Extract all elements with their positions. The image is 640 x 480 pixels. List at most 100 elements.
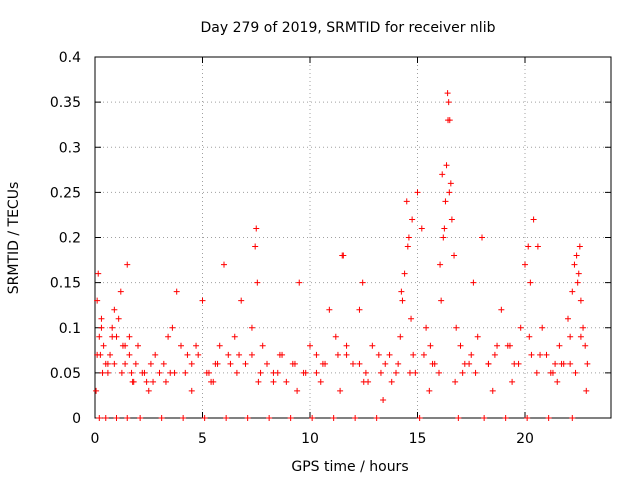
data-point [309, 415, 316, 421]
data-point [356, 360, 363, 367]
data-point [266, 415, 273, 421]
data-point [528, 351, 535, 358]
data-point [279, 351, 286, 358]
y-tick-label: 0.1 [59, 321, 81, 337]
data-point [441, 225, 448, 232]
data-point [326, 306, 333, 313]
data-point [124, 415, 131, 421]
data-point [294, 387, 301, 394]
data-point [509, 378, 516, 385]
data-point [577, 297, 584, 304]
data-point [537, 351, 544, 358]
data-point [350, 360, 356, 367]
data-point [99, 369, 106, 376]
data-point [210, 378, 217, 385]
data-point [388, 378, 395, 385]
data-point [257, 369, 264, 376]
data-point [582, 342, 589, 349]
data-point [274, 369, 281, 376]
data-point [429, 360, 436, 367]
chart-title: Day 279 of 2019, SRMTID for receiver nli… [201, 20, 496, 36]
data-point [94, 351, 101, 358]
data-point [573, 252, 580, 259]
y-tick-label: 0 [72, 411, 81, 427]
data-point [533, 369, 540, 376]
data-point [359, 279, 366, 286]
data-point [137, 415, 144, 421]
data-point [201, 415, 208, 421]
data-point [334, 351, 341, 358]
y-tick-label: 0.15 [50, 276, 81, 292]
data-point [291, 360, 298, 367]
data-point [474, 333, 481, 340]
data-point [530, 216, 537, 223]
data-point [221, 261, 227, 268]
data-point [549, 369, 556, 376]
y-tick-label: 0.4 [59, 50, 81, 66]
data-point [244, 415, 251, 421]
y-tick-label: 0.25 [50, 185, 81, 201]
data-point [404, 243, 411, 250]
data-point [178, 342, 184, 349]
data-point [405, 234, 412, 241]
y-tick-label: 0.05 [50, 366, 81, 382]
data-point [539, 324, 546, 331]
data-point [98, 315, 105, 322]
data-point [143, 378, 150, 385]
data-point [124, 261, 131, 268]
data-point [446, 189, 453, 196]
data-point [416, 415, 423, 421]
data-point [386, 351, 393, 358]
data-point [337, 387, 344, 394]
data-points [93, 90, 591, 421]
data-point [375, 351, 382, 358]
data-point [156, 369, 163, 376]
data-point [313, 351, 320, 358]
data-point [470, 279, 477, 286]
data-point [565, 315, 571, 322]
data-point [214, 360, 221, 367]
data-point [107, 351, 114, 358]
data-point [188, 360, 195, 367]
data-point [362, 369, 369, 376]
data-point [399, 297, 406, 304]
data-point [522, 261, 528, 268]
data-point [584, 360, 591, 367]
data-point [147, 360, 154, 367]
data-point [439, 171, 446, 178]
data-point [236, 351, 243, 358]
data-point [393, 369, 399, 376]
data-point [322, 360, 329, 367]
data-point [313, 369, 320, 376]
data-point [96, 333, 103, 340]
data-point [270, 378, 277, 385]
data-point [352, 415, 359, 421]
data-point [188, 387, 195, 394]
data-point [440, 234, 447, 241]
x-tick-label: 0 [91, 431, 100, 447]
y-axis-label: SRMTID / TECUs [6, 182, 22, 295]
data-point [238, 297, 245, 304]
data-point [558, 360, 565, 367]
data-point [248, 324, 255, 331]
data-point [145, 387, 152, 394]
data-point [95, 270, 102, 277]
data-point [420, 351, 427, 358]
data-point [377, 369, 384, 376]
data-point [94, 297, 101, 304]
data-point [343, 351, 350, 358]
data-point [340, 252, 347, 259]
data-point [401, 270, 408, 277]
data-point [300, 369, 307, 376]
data-point [577, 333, 584, 340]
y-tick-label: 0.2 [59, 231, 81, 247]
data-point [423, 324, 430, 331]
data-point [534, 243, 541, 250]
data-point [403, 198, 410, 205]
data-point [255, 378, 262, 385]
data-point [162, 378, 169, 385]
data-point [253, 225, 260, 232]
data-point [410, 351, 417, 358]
data-point [418, 225, 425, 232]
